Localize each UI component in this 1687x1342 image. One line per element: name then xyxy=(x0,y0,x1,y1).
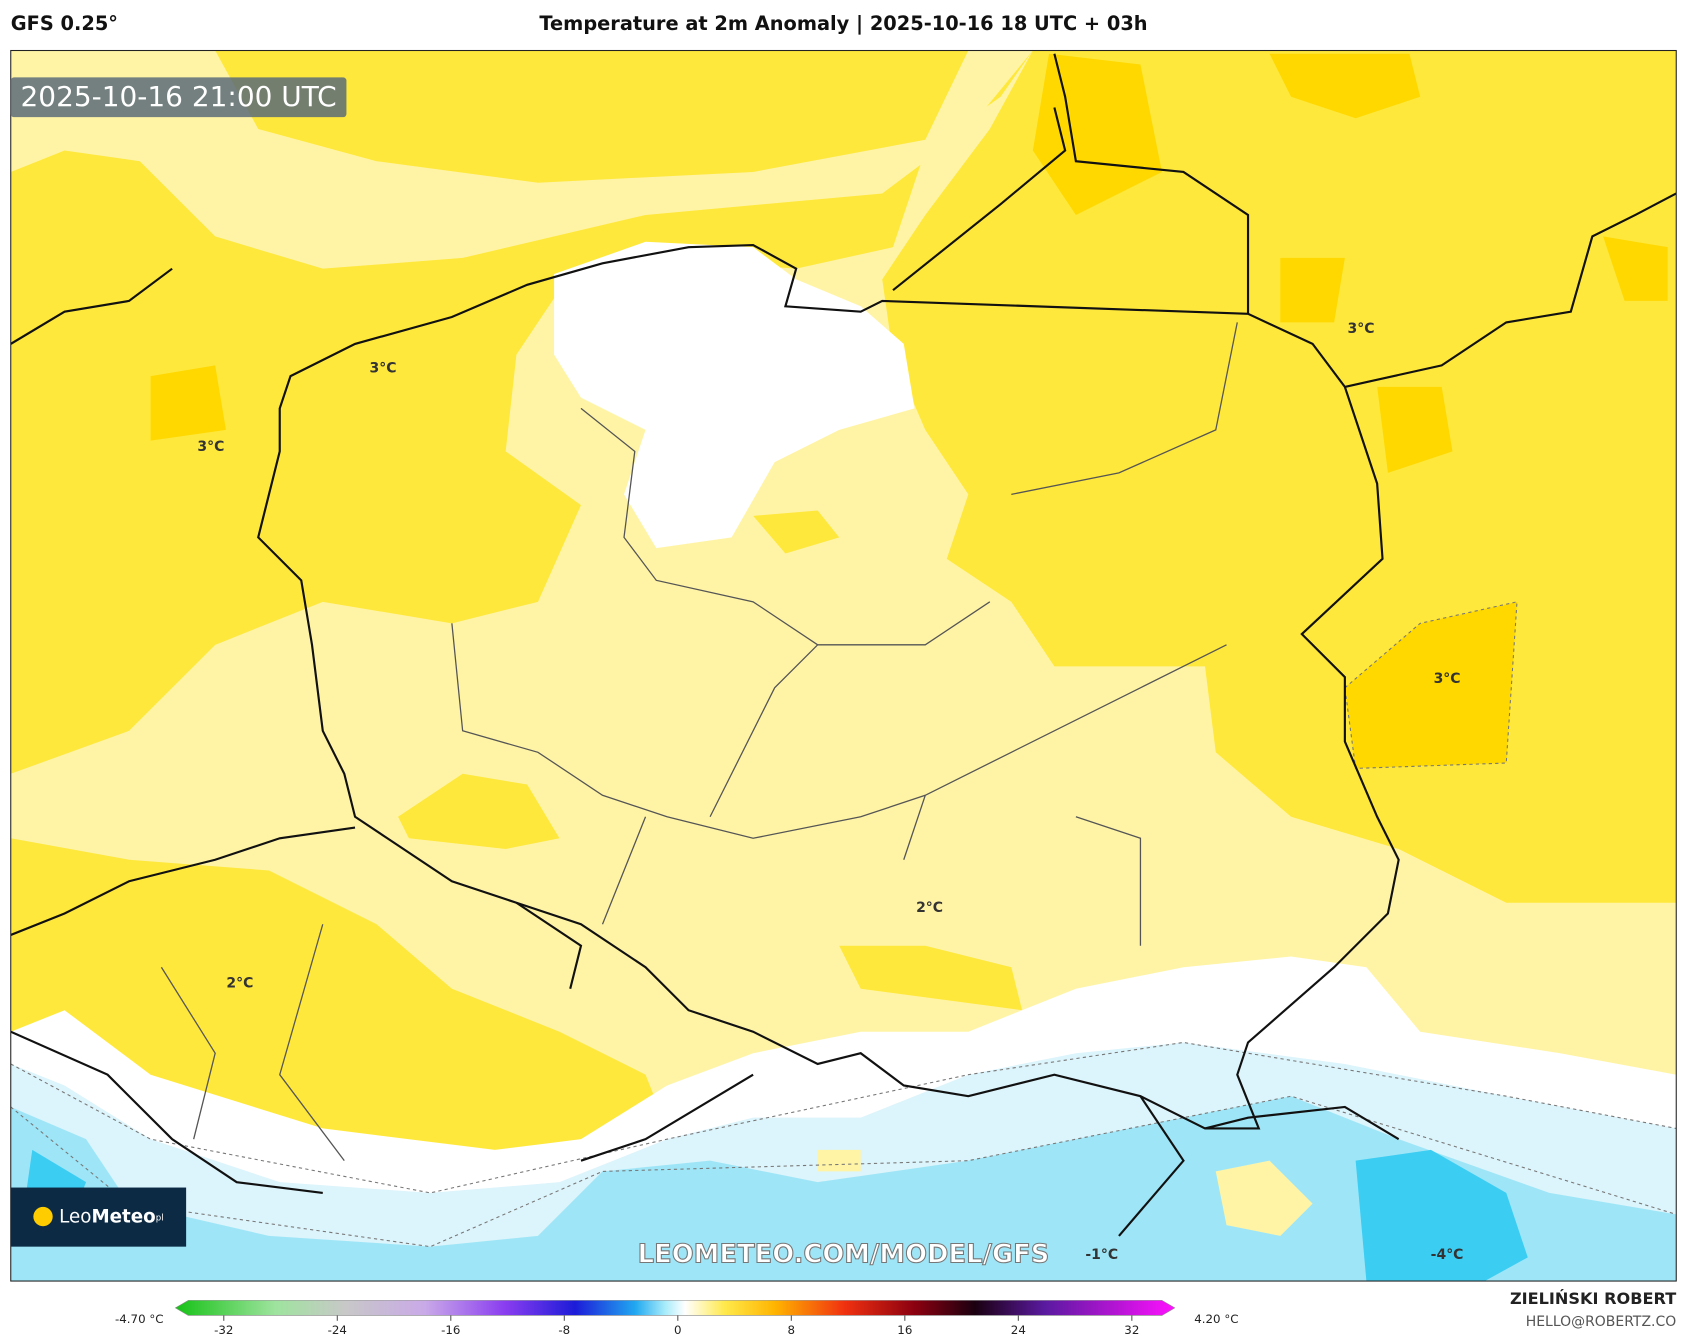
colorbar-tick-label: -16 xyxy=(441,1323,460,1337)
anomaly-zone xyxy=(10,1096,1677,1282)
colorbar-tick-label: 16 xyxy=(897,1323,912,1337)
contour-line xyxy=(10,1041,1677,1194)
contour-label: 2°C xyxy=(916,900,943,916)
map-title: Temperature at 2m Anomaly | 2025-10-16 1… xyxy=(539,12,1147,35)
country-border xyxy=(257,243,1400,1130)
map-labels: 3°C 3°C 3°C 3°C 2°C 2°C -1°C -4°C xyxy=(197,321,1463,1263)
logo-name: Leo xyxy=(59,1207,91,1228)
contour-label: 2°C xyxy=(226,975,253,991)
admin-boundary xyxy=(160,322,1238,1162)
colorbar-max: 4.20 °C xyxy=(1194,1312,1238,1326)
colorbar-tick-label: 0 xyxy=(674,1323,682,1337)
country-border xyxy=(10,53,1677,1237)
colorbar xyxy=(174,1300,1176,1316)
contour-line xyxy=(1344,601,1518,769)
contour-label: 3°C xyxy=(1434,671,1461,687)
map-frame xyxy=(10,49,1677,1282)
contour-label: -1°C xyxy=(1085,1247,1118,1263)
map xyxy=(10,50,1677,1282)
author: ZIELIŃSKI ROBERT xyxy=(1510,1289,1676,1308)
contour-label: 3°C xyxy=(197,439,224,455)
logo-sun xyxy=(33,1206,53,1227)
anomaly-zone xyxy=(215,50,969,183)
anomaly-zone xyxy=(554,241,915,549)
colorbar-ticks: -32 -24 -16 -8 0 8 16 24 32 xyxy=(214,1315,1139,1337)
colorbar-tick-label: -32 xyxy=(214,1323,233,1337)
contour-label: 3°C xyxy=(1348,321,1375,337)
model-name: GFS 0.25° xyxy=(11,12,118,35)
colorbar-tick-label: -8 xyxy=(558,1323,570,1337)
contour-label: 3°C xyxy=(370,361,397,377)
colorbar-tick-label: 24 xyxy=(1011,1323,1026,1337)
colorbar-min: -4.70 °C xyxy=(115,1312,164,1326)
logo-text: LeoMeteopl xyxy=(59,1207,163,1228)
email: HELLO@ROBERTZ.CO xyxy=(1526,1314,1677,1330)
colorbar-tick-label: 32 xyxy=(1124,1323,1139,1337)
watermark: LEOMETEO.COM/MODEL/GFS xyxy=(638,1240,1050,1270)
logo-name-bold: Meteo xyxy=(91,1207,155,1228)
anomaly-zone xyxy=(817,1149,1313,1236)
anomaly-zone xyxy=(398,510,1023,1011)
timestamp: 2025-10-16 21:00 UTC xyxy=(21,80,337,113)
logo-suffix: pl xyxy=(156,1213,164,1223)
colorbar-tick-label: -24 xyxy=(328,1323,347,1337)
timestamp-box xyxy=(10,77,347,118)
anomaly-zone xyxy=(21,1149,1528,1282)
colorbar-tick-label: 8 xyxy=(788,1323,796,1337)
contour-label: -4°C xyxy=(1431,1247,1464,1263)
